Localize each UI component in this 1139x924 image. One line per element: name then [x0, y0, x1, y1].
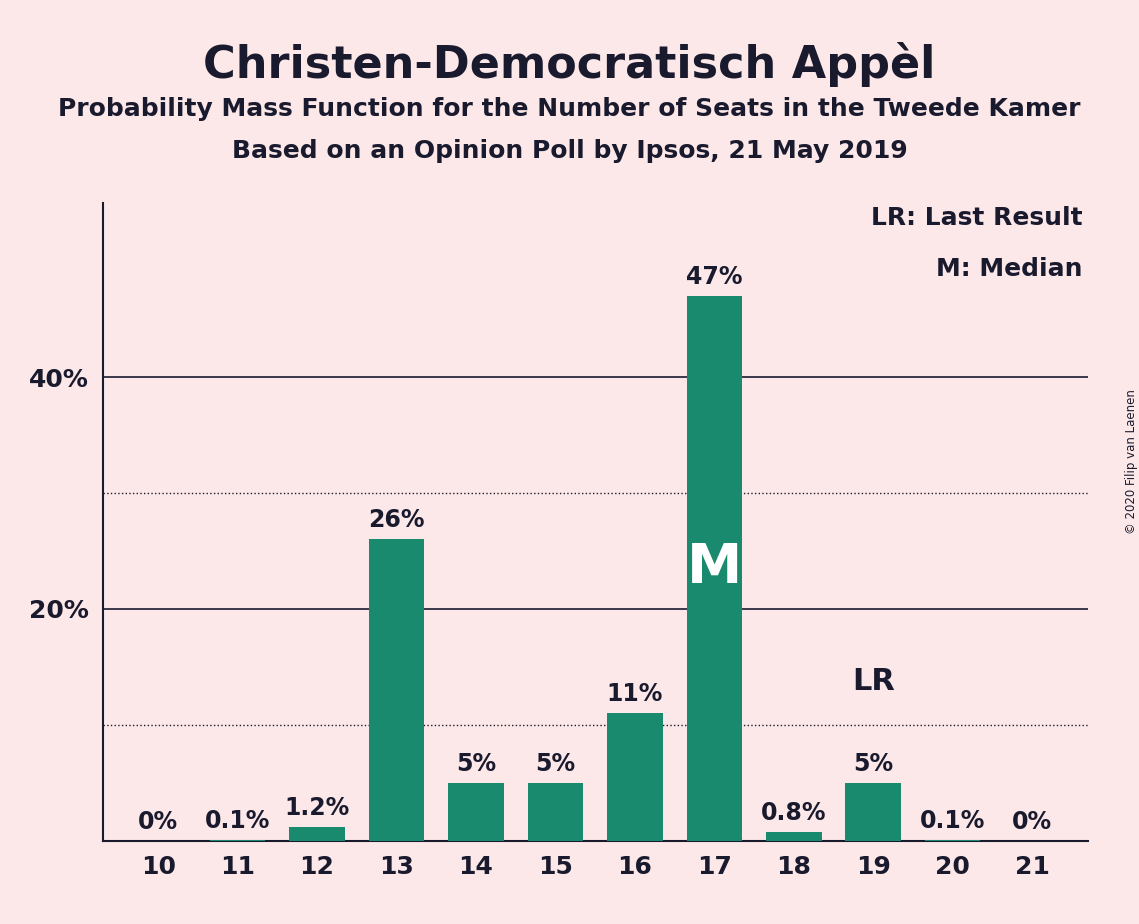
Bar [845, 783, 901, 841]
Bar [289, 827, 345, 841]
Text: 5%: 5% [535, 752, 575, 776]
Bar [527, 783, 583, 841]
Text: 5%: 5% [456, 752, 495, 776]
Text: © 2020 Filip van Laenen: © 2020 Filip van Laenen [1124, 390, 1138, 534]
Bar [210, 840, 265, 841]
Text: 26%: 26% [368, 508, 425, 532]
Text: 1.2%: 1.2% [285, 796, 350, 820]
Bar [687, 296, 743, 841]
Text: 0.1%: 0.1% [920, 808, 985, 833]
Bar [369, 540, 425, 841]
Text: 0%: 0% [1013, 809, 1052, 833]
Text: Probability Mass Function for the Number of Seats in the Tweede Kamer: Probability Mass Function for the Number… [58, 97, 1081, 121]
Text: Based on an Opinion Poll by Ipsos, 21 May 2019: Based on an Opinion Poll by Ipsos, 21 Ma… [231, 139, 908, 163]
Text: 11%: 11% [607, 682, 663, 706]
Text: Christen-Democratisch Appèl: Christen-Democratisch Appèl [204, 42, 935, 87]
Bar [765, 832, 821, 841]
Text: 0.8%: 0.8% [761, 800, 827, 824]
Text: M: Median: M: Median [936, 258, 1083, 282]
Text: 5%: 5% [853, 752, 893, 776]
Bar [448, 783, 503, 841]
Bar [607, 713, 663, 841]
Text: LR: Last Result: LR: Last Result [871, 206, 1083, 230]
Text: 47%: 47% [686, 265, 743, 289]
Bar [925, 840, 981, 841]
Text: 0.1%: 0.1% [205, 808, 270, 833]
Text: LR: LR [852, 667, 894, 696]
Text: M: M [687, 541, 741, 595]
Text: 0%: 0% [138, 809, 178, 833]
